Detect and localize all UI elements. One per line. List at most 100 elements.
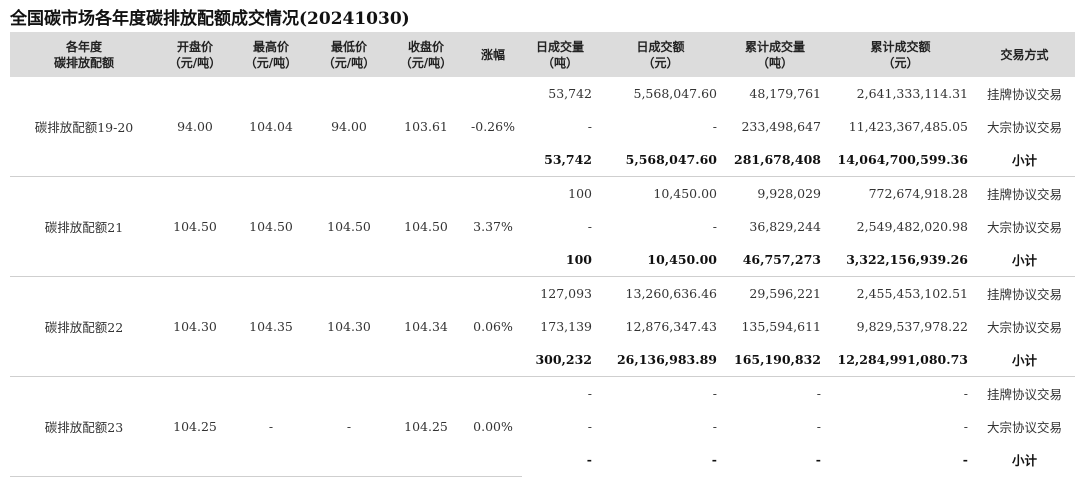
col-header-daily-amount: 日成交额 （元） (598, 32, 723, 77)
daily-volume-cell: - (587, 386, 592, 401)
high-price-cell: 104.04 (232, 77, 310, 177)
year-cell: 碳排放配额21 (10, 176, 158, 277)
trade-method-cell: 挂牌协议交易 (986, 87, 1062, 102)
daily-amount-cell: 26,136,983.89 (598, 343, 723, 377)
col-header-daily-volume: 日成交量 （吨） (522, 32, 598, 77)
cum-volume-cell: 29,596,221 (749, 286, 821, 301)
change-cell: 0.06% (464, 276, 522, 377)
cum-volume-cell: 48,179,761 (749, 86, 821, 101)
cum-amount-cell: 2,641,333,114.31 (856, 86, 968, 101)
trade-method-cell: 小计 (974, 143, 1075, 177)
cum-amount-cell: - (963, 386, 968, 401)
table-row: 173,139 12,876,347.43 135,594,611 9,829,537… (10, 310, 1075, 343)
daily-amount-cell: 5,568,047.60 (598, 143, 723, 177)
subtotal-row: 100 10,450.00 46,757,273 3,322,156,939.26 小计 (10, 243, 1075, 277)
daily-volume-cell: - (587, 219, 592, 234)
daily-volume-cell: 53,742 (522, 143, 598, 177)
cum-amount-cell: 9,829,537,978.22 (856, 319, 968, 334)
daily-amount-cell: 12,876,347.43 (625, 319, 717, 334)
open-price-cell: 94.00 (158, 77, 232, 177)
low-price-cell: 104.30 (310, 276, 388, 377)
table-row: - - 36,829,244 2,549,482,020.98 大宗协议交易 (10, 210, 1075, 243)
daily-amount-cell: - (711, 452, 717, 467)
low-price-cell: 104.50 (310, 176, 388, 277)
cum-volume-cell: 135,594,611 (741, 319, 821, 334)
subtotal-row: 300,232 26,136,983.89 165,190,832 12,284,99… (10, 343, 1075, 377)
col-header-cum-volume: 累计成交量 （吨） (723, 32, 827, 77)
table-row: 碳排放配额19-20 94.00 104.04 94.00 103.61 -0.26% 53… (10, 77, 1075, 177)
cum-volume-cell: - (816, 419, 821, 434)
daily-amount-cell: - (712, 119, 717, 134)
daily-volume-cell: 173,139 (540, 319, 592, 334)
trade-method-cell: 小计 (974, 243, 1075, 277)
daily-volume-cell: - (587, 419, 592, 434)
subtotal-row: - - - - 小计 (10, 443, 1075, 476)
cum-volume-cell: 9,928,029 (757, 186, 821, 201)
trade-method-cell: 小计 (1011, 453, 1037, 468)
cum-amount-cell: 11,423,367,485.05 (848, 119, 968, 134)
col-header-method: 交易方式 (974, 32, 1075, 77)
open-price-cell: 104.30 (158, 276, 232, 377)
daily-volume-cell: 100 (522, 243, 598, 277)
low-price-cell: - (310, 376, 388, 477)
cum-volume-cell: - (815, 452, 821, 467)
trade-method-cell: 挂牌协议交易 (986, 387, 1062, 402)
year-cell: 碳排放配额22 (10, 276, 158, 377)
cum-volume-cell: 46,757,273 (723, 243, 827, 277)
col-header-open: 开盘价 （元/吨） (158, 32, 232, 77)
cum-volume-cell: 165,190,832 (723, 343, 827, 377)
daily-amount-cell: 10,450.00 (653, 186, 717, 201)
table-body: 碳排放配额19-20 94.00 104.04 94.00 103.61 -0.26% 53… (10, 77, 1075, 477)
cum-amount-cell: 12,284,991,080.73 (827, 343, 974, 377)
cum-volume-cell: 36,829,244 (749, 219, 821, 234)
cum-amount-cell: - (963, 419, 968, 434)
trade-method-cell: 大宗协议交易 (986, 320, 1062, 335)
col-header-change: 涨幅 (464, 32, 522, 77)
high-price-cell: 104.50 (232, 176, 310, 277)
cum-volume-cell: 233,498,647 (741, 119, 821, 134)
col-header-cum-amount: 累计成交额 （元） (827, 32, 974, 77)
trade-method-cell: 小计 (974, 343, 1075, 377)
cum-volume-cell: - (816, 386, 821, 401)
trade-method-cell: 大宗协议交易 (986, 420, 1062, 435)
high-price-cell: - (232, 376, 310, 477)
daily-amount-cell: 5,568,047.60 (633, 86, 718, 101)
open-price-cell: 104.50 (158, 176, 232, 277)
cum-amount-cell: 3,322,156,939.26 (827, 243, 974, 277)
open-price-cell: 104.25 (158, 376, 232, 477)
daily-amount-cell: - (712, 419, 717, 434)
trade-method-cell: 大宗协议交易 (986, 220, 1062, 235)
close-price-cell: 104.50 (388, 176, 464, 277)
cum-volume-cell: 281,678,408 (723, 143, 827, 177)
daily-volume-cell: - (587, 119, 592, 134)
daily-volume-cell: - (586, 452, 592, 467)
cum-amount-cell: 14,064,700,599.36 (827, 143, 974, 177)
daily-volume-cell: 300,232 (522, 343, 598, 377)
cum-amount-cell: 2,549,482,020.98 (856, 219, 968, 234)
table-row: 碳排放配额23 104.25- -104.25 0.00% - - - - 挂牌协议交易 (10, 376, 1075, 477)
low-price-cell: 94.00 (310, 77, 388, 177)
trade-method-cell: 大宗协议交易 (986, 120, 1062, 135)
page-title: 全国碳市场各年度碳排放配额成交情况(20241030) (10, 9, 410, 29)
close-price-cell: 103.61 (388, 77, 464, 177)
daily-amount-cell: 10,450.00 (598, 243, 723, 277)
trade-method-cell: 挂牌协议交易 (986, 187, 1062, 202)
subtotal-row: 53,742 5,568,047.60 281,678,408 14,064,700,… (10, 143, 1075, 177)
daily-amount-cell: 13,260,636.46 (625, 286, 717, 301)
daily-volume-cell: 53,742 (548, 86, 592, 101)
table-row: 碳排放配额21 104.50 104.50 104.50 104.50 3.37% 100 1… (10, 176, 1075, 277)
cum-amount-cell: 772,674,918.28 (868, 186, 968, 201)
table-row: 碳排放配额22 104.30 104.35 104.30 104.34 0.06% 127,… (10, 276, 1075, 377)
daily-amount-cell: - (712, 386, 717, 401)
col-header-close: 收盘价 （元/吨） (388, 32, 464, 77)
change-cell: 3.37% (464, 176, 522, 277)
trade-method-cell: 挂牌协议交易 (986, 287, 1062, 302)
table-row: - - 233,498,647 11,423,367,485.05 大宗协议交易 (10, 110, 1075, 143)
cum-amount-cell: 2,455,453,102.51 (856, 286, 968, 301)
carbon-trading-table: 各年度 碳排放配额 开盘价 （元/吨） 最高价 （元/吨） 最低价 （元/吨） 收盘价（… (10, 32, 1075, 477)
cum-amount-cell: - (962, 452, 968, 467)
col-header-year: 各年度 碳排放配额 (10, 32, 158, 77)
year-cell: 碳排放配额19-20 (10, 77, 158, 177)
change-cell: 0.00% (464, 376, 522, 477)
close-price-cell: 104.25 (388, 376, 464, 477)
